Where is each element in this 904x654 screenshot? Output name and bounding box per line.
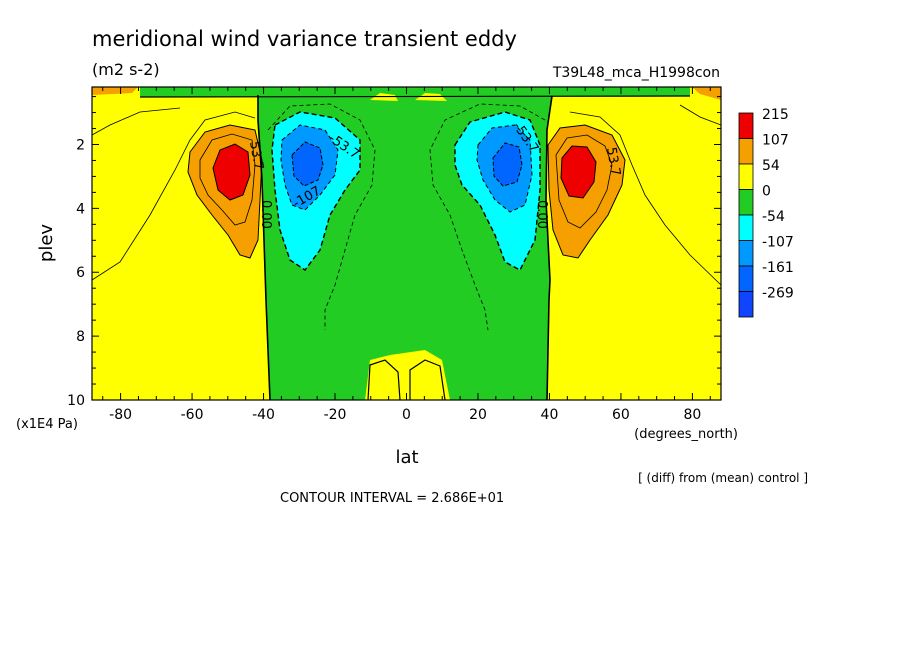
x-axis-label: lat [395,447,418,468]
contour-lobe-n3 [560,145,597,199]
legend-swatch-4 [738,214,754,241]
legend-swatch-2 [738,163,754,190]
contour-lines [92,95,721,400]
y-axis-units: (x1E4 Pa) [16,417,78,432]
contour-label-1: 53.7 [246,140,266,171]
legend-swatch-0 [738,112,754,139]
fill-orange-top-right [692,87,721,100]
x-tick-label-3: -20 [324,407,347,423]
x-axis: -80 -60 -40 -20 0 20 40 60 80 [102,87,711,423]
contour-neg-north-2 [476,124,533,213]
x-axis-units: (degrees_north) [634,427,738,442]
x-tick-label-5: 20 [469,407,487,423]
y-axis-label: plev [36,224,57,263]
y-tick-label-2: 6 [76,265,85,281]
x-tick-label-7: 60 [612,407,630,423]
contour-neg-outer-south [267,103,376,330]
contour-zero-bottom-bumps [367,359,446,400]
x-tick-label-4: 0 [402,407,411,423]
y-tick-label-3: 8 [76,329,85,345]
fill-red-north [561,146,596,198]
legend-label-3: 0 [762,184,771,200]
chart-units: (m2 s-2) [92,60,160,79]
chart-title: meridional wind variance transient eddy [92,27,517,51]
contour-lobe-n1 [547,124,626,259]
x-tick-label-8: 80 [683,407,701,423]
contour-outer-right [569,111,721,286]
legend-label-7: -269 [762,286,794,302]
fill-orange-top-left [92,87,138,95]
contour-neg-south-2 [280,124,339,211]
y-tick-label-0: 2 [76,137,85,153]
contour-neg-outer-north [429,103,546,331]
x-tick-label-0: -80 [109,407,132,423]
contour-lobe-n2 [555,134,613,229]
y-tick-label-1: 4 [76,201,85,217]
contour-neg-north-3 [492,142,523,187]
legend-label-5: -107 [762,235,794,251]
legend-swatch-1 [738,138,754,165]
legend-label-6: -161 [762,260,794,276]
fill-green-top-strip [140,87,690,97]
contour-neg-south-3 [291,141,324,187]
x-tick-label-2: -40 [252,407,275,423]
fill-darkblue-south [292,142,323,186]
y-axis: 2 4 6 8 10 [67,96,721,409]
legend-label-4: -54 [762,209,785,225]
contour-neg-north-1 [454,111,541,271]
contour-interval: CONTOUR INTERVAL = 2.686E+01 [280,491,504,506]
x-tick-label-6: 40 [541,407,559,423]
fill-darkblue-north [493,143,522,186]
contour-zero-top [139,95,691,98]
color-legend: 215 107 54 0 -54 -107 -161 -269 [738,107,794,318]
legend-swatch-5 [738,240,754,267]
fill-red-south [213,144,250,200]
contour-zero-right [545,95,553,400]
legend-swatch-7 [738,291,754,318]
legend-label-1: 107 [762,133,789,149]
legend-label-0: 215 [762,107,789,123]
contour-outer-left [92,111,256,281]
contour-label-6: 0.00 [258,200,273,229]
contour-outer-right-2 [679,104,721,126]
y-tick-label-4: 10 [67,393,85,409]
fill-yellow-top-blobs [370,93,447,101]
x-tick-label-1: -60 [181,407,204,423]
contour-field: 53.7 53.7 -53.7 -53.7 -107 0.00 0.00 [92,87,721,400]
contour-outer-left-2 [92,107,181,136]
contour-lobe-s1 [187,124,263,259]
contour-zero-left [257,95,271,400]
contour-label-7: 0.00 [534,200,549,229]
contour-label-2: 53.7 [603,146,623,177]
contour-lobe-s3 [212,143,251,201]
diff-note: [ (diff) from (mean) control ] [638,471,808,485]
fill-yellow-bottom-bumps [368,360,445,400]
legend-swatch-3 [738,189,754,216]
contour-lobe-s2 [199,133,256,226]
legend-swatch-6 [738,265,754,292]
experiment-label: T39L48_mca_H1998con [552,65,720,81]
legend-label-2: 54 [762,158,780,174]
